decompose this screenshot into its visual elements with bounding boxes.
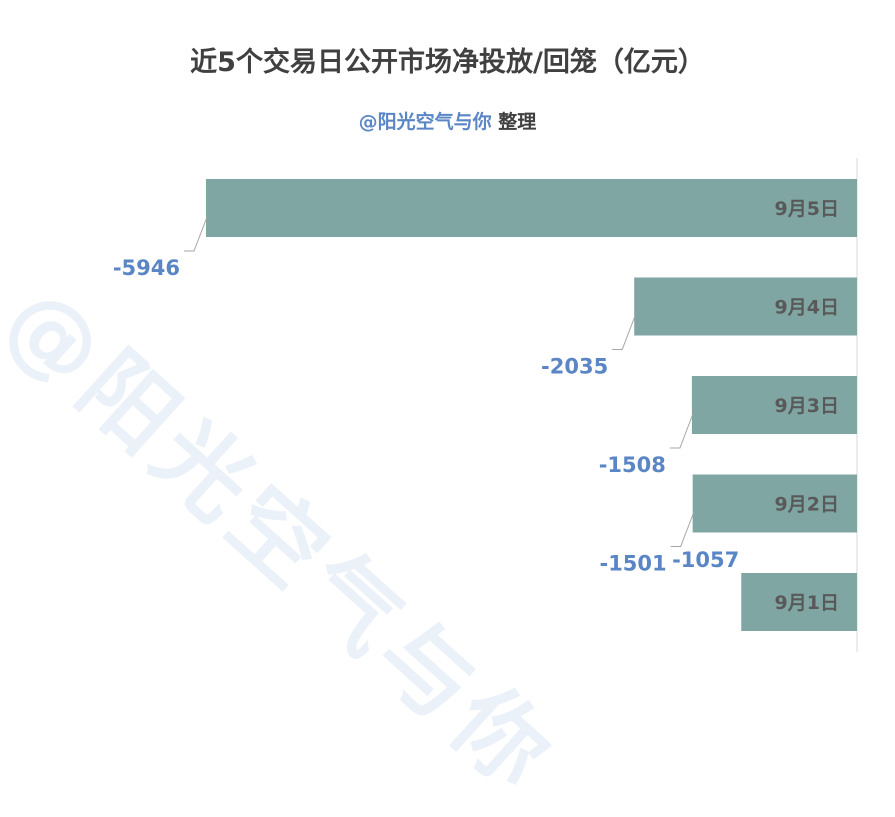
bar — [741, 573, 857, 631]
data-label: -2035 — [541, 355, 608, 379]
category-label: 9月4日 — [775, 297, 839, 319]
category-label: 9月1日 — [775, 592, 839, 614]
data-label: -1508 — [599, 453, 666, 477]
bar — [206, 179, 857, 237]
leader-line — [612, 315, 636, 350]
chart-title: 近5个交易日公开市场净投放/回笼（亿元） — [190, 47, 705, 78]
category-label: 9月2日 — [775, 494, 839, 516]
bar — [634, 277, 857, 336]
bar — [692, 474, 857, 533]
bar — [691, 376, 857, 434]
data-label: -1501 — [599, 552, 666, 576]
subtitle-suffix: 整理 — [491, 111, 537, 133]
leader-line — [184, 216, 208, 252]
bar-chart: 9月5日 -5946 9月4日 -2035 9月3日 -1508 9月2日 -1501 9月1日… — [113, 158, 858, 652]
data-label: -5946 — [113, 256, 180, 280]
leader-line — [670, 512, 695, 547]
leader-line — [669, 413, 694, 449]
category-label: 9月3日 — [775, 395, 839, 417]
chart-subtitle: @阳光空气与你 整理 — [0, 107, 895, 134]
data-label: -1057 — [672, 548, 739, 572]
author-handle: @阳光空气与你 — [358, 111, 492, 133]
category-label: 9月5日 — [775, 198, 839, 220]
